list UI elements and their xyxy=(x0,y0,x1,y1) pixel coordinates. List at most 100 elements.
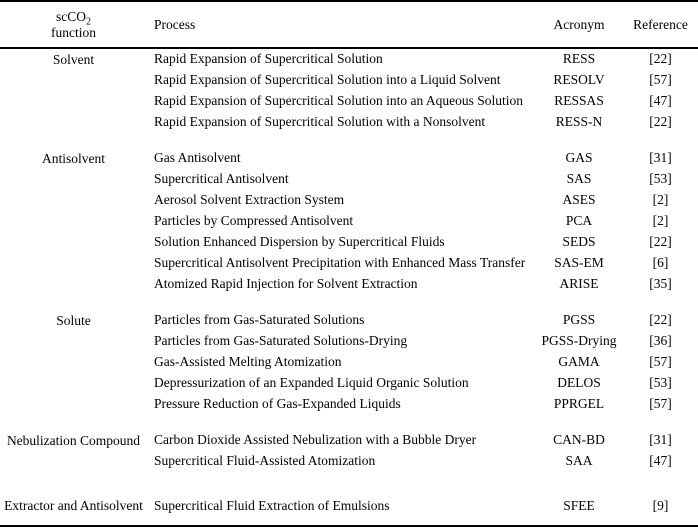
process-cell: Depressurization of an Expanded Liquid O… xyxy=(154,375,469,391)
reference-cell: [9] xyxy=(652,497,669,513)
table-row: Pressure Reduction of Gas-Expanded Liqui… xyxy=(0,394,698,415)
acronym-cell: PGSS xyxy=(562,312,596,328)
process-cell: Solution Enhanced Dispersion by Supercri… xyxy=(154,234,445,250)
process-cell: Atomized Rapid Injection for Solvent Ext… xyxy=(154,276,418,292)
process-cell: Supercritical Antisolvent Precipitation … xyxy=(154,255,526,271)
reference-cell: [35] xyxy=(649,276,672,292)
process-cell: Pressure Reduction of Gas-Expanded Liqui… xyxy=(154,396,401,412)
reference-cell: [53] xyxy=(649,171,672,187)
reference-cell: [22] xyxy=(649,234,672,250)
process-cell: Gas-Assisted Melting Atomization xyxy=(154,354,342,370)
acronym-cell: RESS xyxy=(562,51,596,67)
table-row: Extractor and Antisolvent Supercritical F… xyxy=(0,487,698,526)
acronym-cell: SFEE xyxy=(563,497,595,513)
section-gap xyxy=(0,472,698,487)
reference-cell: [22] xyxy=(649,51,672,67)
col-header-acronym: Acronym xyxy=(535,1,623,49)
acronym-cell: DELOS xyxy=(557,375,601,391)
function-cell: Nebulization Compound xyxy=(6,433,141,448)
reference-cell: [31] xyxy=(649,432,672,448)
reference-cell: [36] xyxy=(649,333,672,349)
function-cell: Solute xyxy=(56,313,91,328)
process-cell: Particles by Compressed Antisolvent xyxy=(154,213,354,229)
acronym-cell: ASES xyxy=(562,192,596,208)
process-cell: Supercritical Fluid-Assisted Atomization xyxy=(154,453,376,469)
function-cell: Extractor and Antisolvent xyxy=(4,498,143,513)
scco2-subscript: 2 xyxy=(86,16,91,28)
acronym-cell: PPRGEL xyxy=(553,396,605,412)
col-header-reference: Reference xyxy=(623,1,698,49)
acronym-cell: ARISE xyxy=(559,276,599,292)
table-row: Gas-Assisted Melting Atomization GAMA [57] xyxy=(0,352,698,373)
table-header: scCO2 function Process Acronym Reference xyxy=(0,1,698,49)
table-row: Particles from Gas-Saturated Solutions-D… xyxy=(0,331,698,352)
acronym-cell: SEDS xyxy=(562,234,596,250)
table-row: Supercritical Fluid-Assisted Atomization… xyxy=(0,451,698,472)
process-cell: Rapid Expansion of Supercritical Solutio… xyxy=(154,114,486,130)
table-row: Aerosol Solvent Extraction System ASES [2] xyxy=(0,190,698,211)
reference-cell: [6] xyxy=(652,255,669,271)
process-cell: Particles from Gas-Saturated Solutions xyxy=(154,312,365,328)
section-gap xyxy=(0,295,698,310)
function-cell: Solvent xyxy=(52,52,95,67)
acronym-cell: GAS xyxy=(565,150,593,166)
table-body: Solvent Rapid Expansion of Supercritical … xyxy=(0,48,698,526)
acronym-cell: GAMA xyxy=(558,354,600,370)
table-row: Antisolvent Gas Antisolvent GAS [31] xyxy=(0,148,698,169)
table-row: Solution Enhanced Dispersion by Supercri… xyxy=(0,232,698,253)
reference-cell: [22] xyxy=(649,114,672,130)
table-row: Solute Particles from Gas-Saturated Solut… xyxy=(0,310,698,331)
table-row: Particles by Compressed Antisolvent PCA [2… xyxy=(0,211,698,232)
process-cell: Supercritical Antisolvent xyxy=(154,171,289,187)
process-cell: Particles from Gas-Saturated Solutions-D… xyxy=(154,333,408,349)
acronym-cell: SAS-EM xyxy=(554,255,604,271)
section-gap xyxy=(0,415,698,430)
table-row: Rapid Expansion of Supercritical Solutio… xyxy=(0,70,698,91)
table-row: Depressurization of an Expanded Liquid O… xyxy=(0,373,698,394)
reference-cell: [57] xyxy=(649,396,672,412)
reference-cell: [22] xyxy=(649,312,672,328)
section-gap xyxy=(0,133,698,148)
section-gap-spacer xyxy=(0,133,698,148)
col-header-process: Process xyxy=(147,1,535,49)
section-gap-spacer xyxy=(0,472,698,487)
reference-cell: [2] xyxy=(652,213,669,229)
table-row: Supercritical Antisolvent Precipitation … xyxy=(0,253,698,274)
section-gap-spacer xyxy=(0,415,698,430)
process-cell: Rapid Expansion of Supercritical Solutio… xyxy=(154,93,523,109)
process-cell: Rapid Expansion of Supercritical Solutio… xyxy=(154,72,501,88)
reference-cell: [57] xyxy=(649,354,672,370)
table-row: Nebulization Compound Carbon Dioxide Assi… xyxy=(0,430,698,451)
reference-cell: [53] xyxy=(649,375,672,391)
reference-cell: [31] xyxy=(649,150,672,166)
process-cell: Rapid Expansion of Supercritical Solutio… xyxy=(154,51,383,67)
function-label: function xyxy=(51,24,96,40)
acronym-cell: CAN-BD xyxy=(553,432,605,448)
table-row: Rapid Expansion of Supercritical Solutio… xyxy=(0,91,698,112)
reference-cell: [47] xyxy=(649,93,672,109)
acronym-cell: RESSAS xyxy=(554,93,604,109)
table-row: Solvent Rapid Expansion of Supercritical … xyxy=(0,48,698,70)
table-row: Rapid Expansion of Supercritical Solutio… xyxy=(0,112,698,133)
process-cell: Carbon Dioxide Assisted Nebulization wit… xyxy=(154,432,477,448)
table-row: Atomized Rapid Injection for Solvent Ext… xyxy=(0,274,698,295)
scco2-label: scCO xyxy=(56,8,86,24)
acronym-cell: SAA xyxy=(565,453,593,469)
function-cell: Antisolvent xyxy=(42,151,105,166)
process-cell: Gas Antisolvent xyxy=(154,150,241,166)
col-header-scco2-function: scCO2 function xyxy=(0,1,147,49)
acronym-cell: PCA xyxy=(565,213,593,229)
acronym-cell: RESS-N xyxy=(555,114,603,130)
acronym-cell: SAS xyxy=(566,171,592,187)
reference-cell: [47] xyxy=(649,453,672,469)
reference-cell: [57] xyxy=(649,72,672,88)
section-gap-spacer xyxy=(0,295,698,310)
acronym-cell: PGSS-Drying xyxy=(541,333,617,349)
table-row: Supercritical Antisolvent SAS [53] xyxy=(0,169,698,190)
process-cell: Supercritical Fluid Extraction of Emulsi… xyxy=(154,497,390,513)
acronym-cell: RESOLV xyxy=(553,72,605,88)
header-row: scCO2 function Process Acronym Reference xyxy=(0,1,698,49)
reference-cell: [2] xyxy=(652,192,669,208)
